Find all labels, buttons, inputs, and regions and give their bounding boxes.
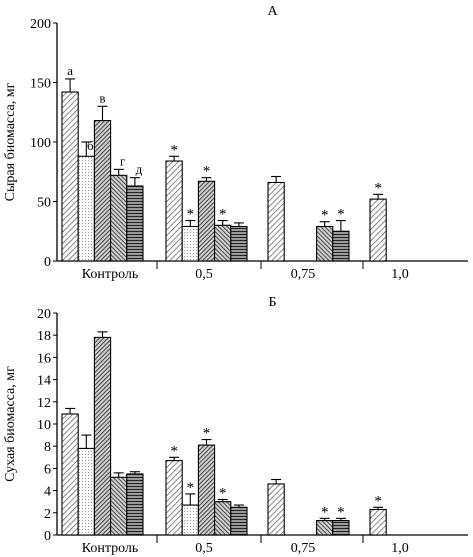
y-tick-label: 12 (37, 396, 51, 411)
x-tick-label: 1,0 (391, 267, 409, 282)
y-tick-label: 2 (44, 507, 51, 522)
bar (197, 180, 216, 262)
bar (267, 483, 285, 536)
significance-asterisk: * (374, 493, 382, 509)
y-axis-label: Сырая биомасса, мг (3, 82, 18, 201)
significance-asterisk: * (170, 443, 178, 459)
significance-asterisk: * (203, 164, 211, 180)
bar (126, 185, 144, 262)
x-tick-label: 0,5 (195, 541, 213, 556)
panel-label: А (267, 4, 278, 19)
chart-panel-2: Б Сухая биомасса, мг 0 2 4 6 8 10 12 14 16 18 20 Конт… (3, 295, 468, 556)
bar (316, 225, 334, 262)
significance-asterisk: * (219, 485, 227, 501)
bar (332, 230, 350, 262)
y-tick-label: 8 (44, 440, 51, 455)
bar (214, 224, 232, 262)
bar (61, 413, 79, 536)
bar (61, 91, 79, 262)
bar (110, 174, 128, 262)
panel-label: Б (268, 295, 276, 310)
bar (77, 155, 95, 262)
y-tick-label: 0 (44, 529, 51, 544)
y-axis-label: Сухая биомасса, мг (3, 366, 18, 482)
bar (110, 476, 128, 536)
bar (214, 501, 232, 536)
bar (267, 181, 285, 262)
significance-asterisk: * (187, 480, 195, 496)
x-tick-label: 0,5 (195, 267, 213, 282)
bar (93, 120, 112, 262)
series-letter-label: а (67, 63, 73, 78)
significance-asterisk: * (337, 504, 345, 520)
series-letter-label: б (87, 138, 94, 153)
bar (230, 225, 248, 262)
y-tick-label: 10 (37, 418, 51, 433)
chart-panel-1: А Сырая биомасса, мг 0 50 100 150 200 Контроль 0… (3, 4, 468, 282)
bar (181, 504, 199, 536)
bar (332, 520, 350, 536)
significance-asterisk: * (219, 207, 227, 223)
series-letter-label: д (136, 162, 143, 177)
x-tick-label: 0,75 (291, 541, 316, 556)
significance-asterisk: * (170, 142, 178, 158)
x-tick-label: 0,75 (291, 267, 316, 282)
y-tick-label: 16 (37, 351, 51, 366)
bar (197, 444, 216, 536)
x-tick-label: Контроль (82, 541, 139, 556)
significance-asterisk: * (187, 207, 195, 223)
bar (230, 506, 248, 536)
y-tick-label: 50 (37, 196, 51, 211)
y-tick-label: 150 (30, 77, 51, 92)
y-tick-label: 14 (37, 374, 51, 389)
significance-asterisk: * (337, 207, 345, 223)
bar (126, 473, 144, 536)
significance-asterisk: * (203, 426, 211, 442)
bar (165, 460, 183, 536)
bar (165, 160, 183, 262)
bar (316, 520, 334, 536)
significance-asterisk: * (321, 504, 329, 520)
series-letter-label: в (99, 90, 105, 105)
y-tick-label: 200 (30, 17, 51, 32)
y-tick-label: 4 (44, 485, 51, 500)
y-tick-label: 100 (30, 136, 51, 151)
x-tick-label: Контроль (82, 267, 139, 282)
y-tick-label: 6 (44, 462, 51, 477)
series-letter-label: г (120, 153, 125, 168)
x-tick-label: 1,0 (391, 541, 409, 556)
significance-asterisk: * (321, 208, 329, 224)
significance-asterisk: * (374, 180, 382, 196)
bar (93, 336, 112, 536)
bar (369, 508, 387, 536)
y-tick-label: 18 (37, 329, 51, 344)
bar (369, 198, 387, 262)
bar (77, 447, 95, 536)
y-tick-label: 0 (44, 255, 51, 270)
y-tick-label: 20 (37, 307, 51, 322)
bar (181, 225, 199, 262)
